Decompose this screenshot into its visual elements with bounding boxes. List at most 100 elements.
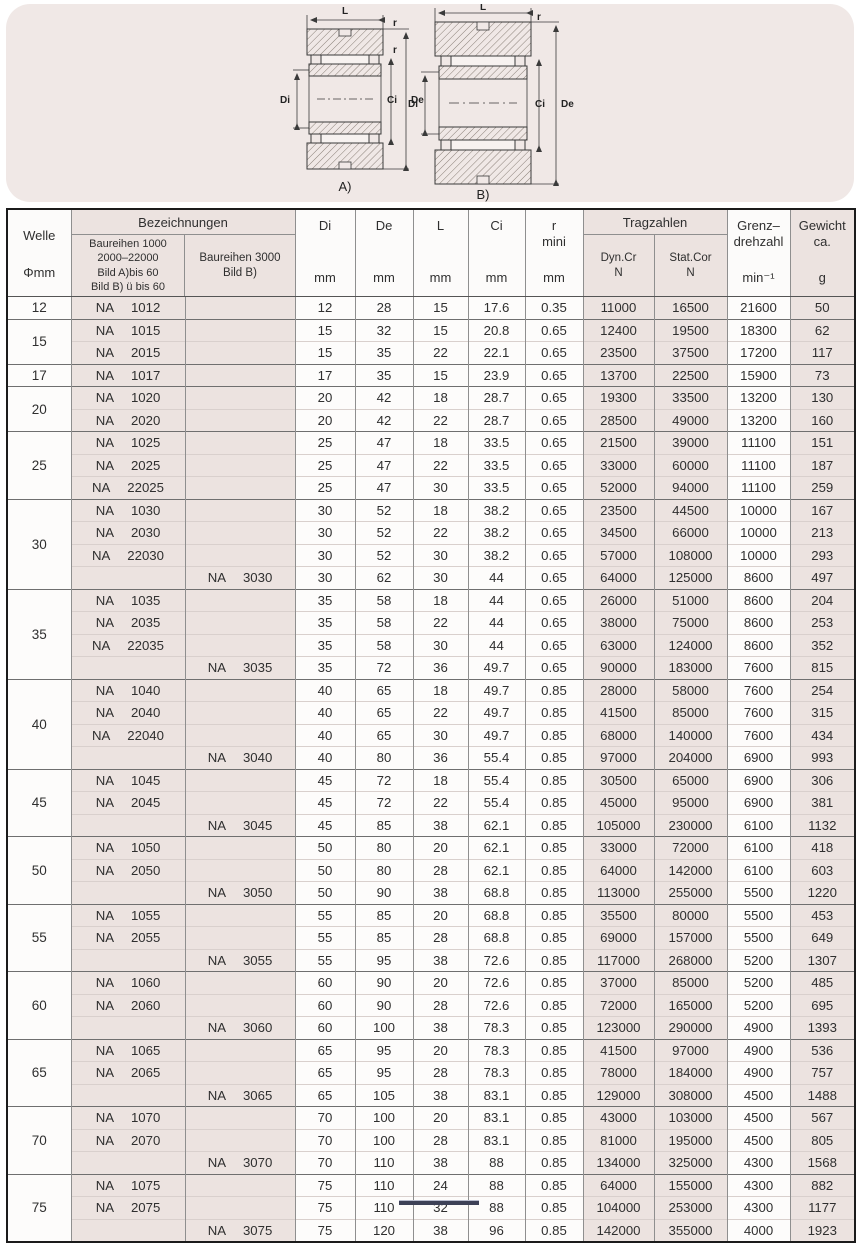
ci-cell: 83.1: [467, 1128, 525, 1152]
welle-cell: 25: [6, 431, 71, 500]
table-row: NA 3040 40 80 36 55.4 0.85 97000 204000 6900 993: [7, 746, 855, 770]
ci-cell: 72.6: [467, 948, 525, 972]
speed-limit-cell: 4900: [726, 1016, 790, 1040]
de-cell: 110: [354, 1173, 413, 1197]
dyn-load-cell: 117000: [582, 948, 654, 972]
designation-cell-series-3000: [184, 318, 295, 342]
designation-cell-series-3000: [184, 633, 295, 657]
de-unit: mm: [373, 269, 395, 285]
stat-load-cell: 230000: [653, 813, 727, 837]
di-cell: 30: [294, 543, 355, 567]
l-cell: 30: [412, 543, 468, 567]
weight-cell: 1132: [789, 813, 855, 837]
di-cell: 50: [294, 881, 355, 905]
speed-limit-cell: 4000: [726, 1218, 790, 1243]
welle-cell: 17: [6, 363, 71, 387]
r-cell: 0.65: [524, 521, 583, 545]
l-cell: 20: [412, 1106, 468, 1130]
designation-cell-series-1000: NA 1020: [70, 386, 185, 410]
di-cell: 20: [294, 408, 355, 432]
di-cell: 55: [294, 926, 355, 950]
table-row: NA 2055 55 85 28 68.8 0.85 69000 157000 5500 649: [7, 926, 855, 950]
dyn-load-cell: 11000: [582, 296, 654, 320]
de-cell: 65: [354, 678, 413, 702]
table-row: NA 2020 20 42 22 28.7 0.65 28500 49000 13200 160: [7, 408, 855, 432]
designation-cell-series-1000: [70, 1151, 185, 1175]
l-cell: 22: [412, 611, 468, 635]
bearing-data-table: Welle Φmm Bezeichnungen Baureihen 1000 2…: [6, 208, 856, 1243]
dyn-load-cell: 142000: [582, 1218, 654, 1243]
de-cell: 85: [354, 903, 413, 927]
designation-cell-series-1000: [70, 948, 185, 972]
table-row: 20 NA 1020 20 42 18 28.7 0.65 19300 33500 13200 13…: [6, 386, 855, 432]
de-cell: 72: [354, 768, 413, 792]
di-cell: 70: [294, 1106, 355, 1130]
table-row: NA 3055 55 95 38 72.6 0.85 117000 268000 5200 130…: [7, 948, 855, 972]
dyn-load-cell: 23500: [582, 341, 654, 365]
weight-cell: 160: [789, 408, 855, 432]
l-cell: 28: [412, 858, 468, 882]
de-cell: 52: [354, 521, 413, 545]
l-cell: 30: [412, 723, 468, 747]
table-row: NA 3030 30 62 30 44 0.65 64000 125000 8600 497: [7, 566, 855, 590]
ci-cell: 88: [467, 1173, 525, 1197]
de-cell: 47: [354, 431, 413, 455]
bearing-figure-a: L Di: [280, 6, 424, 194]
table-row: 70 NA 1070 70 100 20 83.1 0.85 43000 103000 4500 5…: [6, 1106, 855, 1175]
speed-limit-cell: 10000: [726, 543, 790, 567]
r-cell: 0.85: [524, 971, 583, 995]
ci-cell: 49.7: [467, 701, 525, 725]
table-row: NA 2065 65 95 28 78.3 0.85 78000 184000 4900 757: [7, 1061, 855, 1085]
designation-cell-series-1000: NA 1060: [70, 971, 185, 995]
dyn-load-cell: 45000: [582, 791, 654, 815]
l-cell: 24: [412, 1173, 468, 1197]
speed-limit-cell: 7600: [726, 701, 790, 725]
weight-cell: 253: [789, 611, 855, 635]
stat-load-cell: 85000: [653, 701, 727, 725]
di-cell: 45: [294, 768, 355, 792]
weight-cell: 536: [789, 1038, 855, 1062]
col-header-gewicht: Gewicht ca. g: [789, 209, 855, 298]
dyn-load-cell: 129000: [582, 1083, 654, 1107]
designation-cell-series-1000: NA 1070: [70, 1106, 185, 1130]
di-cell: 50: [294, 836, 355, 860]
designation-cell-series-1000: NA 1040: [70, 678, 185, 702]
stat-load-cell: 308000: [653, 1083, 727, 1107]
di-cell: 25: [294, 476, 355, 500]
welle-cell: 70: [6, 1106, 71, 1175]
stat-load-cell: 75000: [653, 611, 727, 635]
designation-cell-series-1000: [70, 813, 185, 837]
ci-cell: 62.1: [467, 836, 525, 860]
weight-cell: 62: [789, 318, 855, 342]
designation-cell-series-3000: [184, 408, 295, 432]
dyn-load-cell: 68000: [582, 723, 654, 747]
baureihen-1000-label: Baureihen 1000 2000–22000 Bild A)bis 60 …: [89, 238, 167, 293]
speed-limit-cell: 7600: [726, 723, 790, 747]
ci-cell: 44: [467, 566, 525, 590]
de-cell: 72: [354, 656, 413, 680]
de-cell: 42: [354, 386, 413, 410]
stat-load-cell: 19500: [653, 318, 727, 342]
designation-cell-series-1000: [70, 566, 185, 590]
l-cell: 20: [412, 1038, 468, 1062]
weight-cell: 315: [789, 701, 855, 725]
di-cell: 60: [294, 993, 355, 1017]
de-cell: 80: [354, 746, 413, 770]
r-cell: 0.35: [524, 296, 583, 320]
l-cell: 18: [412, 588, 468, 612]
de-cell: 28: [354, 296, 413, 320]
col-header-bezeichnungen: Bezeichnungen Baureihen 1000 2000–22000 …: [70, 209, 295, 298]
designation-cell-series-3000: [184, 701, 295, 725]
di-cell: 75: [294, 1173, 355, 1197]
ci-cell: 38.2: [467, 498, 525, 522]
r-unit: mm: [543, 269, 565, 285]
col-header-welle: Welle Φmm: [6, 209, 71, 298]
table-row: 75 NA 1075 75 110 24 88 0.85 64000 155000 4300 882: [6, 1173, 855, 1243]
l-cell: 28: [412, 1128, 468, 1152]
speed-limit-cell: 6100: [726, 813, 790, 837]
designation-cell-series-1000: NA 2060: [70, 993, 185, 1017]
de-cell: 65: [354, 701, 413, 725]
designation-cell-series-3000: NA 3040: [184, 746, 295, 770]
grenzdrehzahl-label: Grenz– drehzahl: [733, 218, 784, 249]
designation-cell-series-3000: NA 3050: [184, 881, 295, 905]
